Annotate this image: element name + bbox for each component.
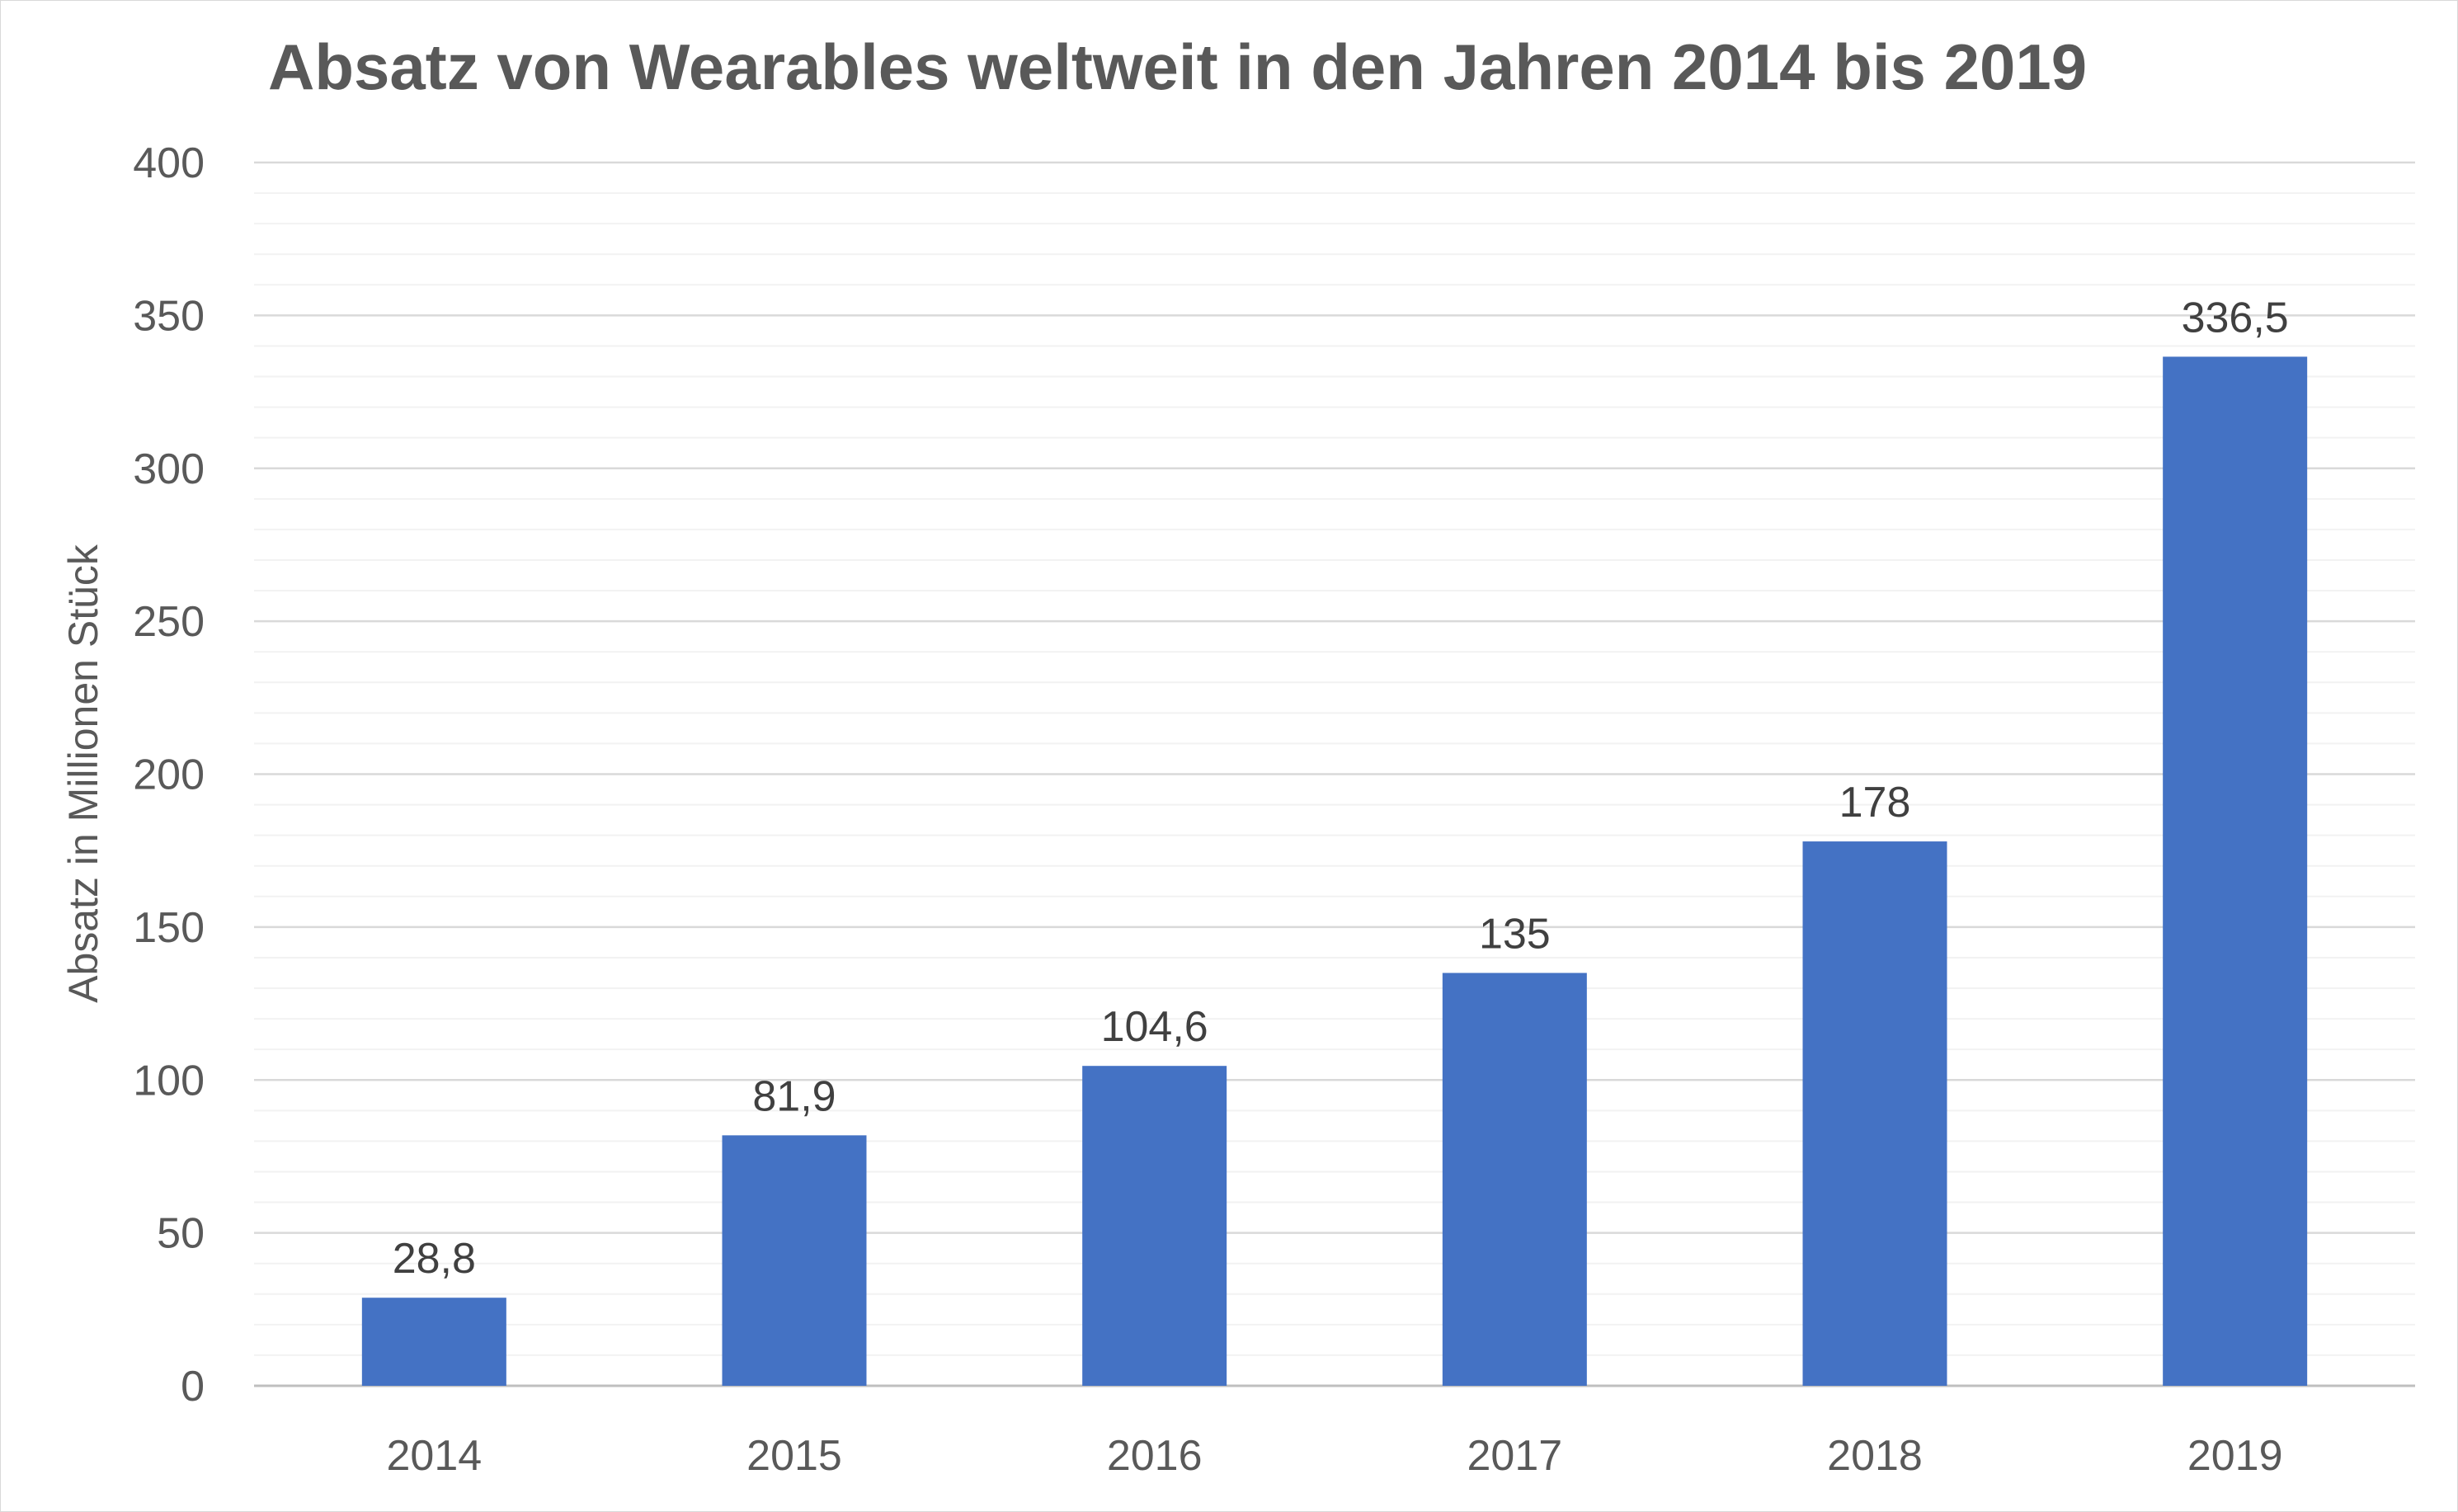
bar-2014 xyxy=(361,1298,506,1386)
data-label: 81,9 xyxy=(752,1072,836,1120)
y-tick-label: 50 xyxy=(157,1210,205,1258)
x-tick-label: 2018 xyxy=(1827,1432,1923,1480)
y-tick-label: 150 xyxy=(133,904,205,952)
x-tick-label: 2016 xyxy=(1107,1432,1203,1480)
data-label: 104,6 xyxy=(1101,1003,1208,1051)
minor-gridlines xyxy=(254,192,2415,1356)
chart-title: Absatz von Wearables weltweit in den Jah… xyxy=(268,31,2088,103)
x-tick-label: 2014 xyxy=(386,1432,482,1480)
y-tick-label: 0 xyxy=(181,1363,205,1411)
bar-2017 xyxy=(1442,973,1587,1386)
bar-2018 xyxy=(1802,841,1947,1386)
y-axis-ticks: 0 50 100 150 200 250 300 350 400 xyxy=(133,139,205,1411)
data-label: 178 xyxy=(1839,779,1911,827)
y-tick-label: 400 xyxy=(133,139,205,187)
y-tick-label: 100 xyxy=(133,1057,205,1105)
data-label: 336,5 xyxy=(2182,294,2289,341)
x-tick-label: 2019 xyxy=(2187,1432,2283,1480)
bar-2015 xyxy=(722,1135,867,1386)
y-axis-title: Absatz in Millionen Stück xyxy=(60,544,106,1003)
bar-2019 xyxy=(2163,356,2308,1386)
bar-2016 xyxy=(1082,1066,1227,1386)
y-tick-label: 300 xyxy=(133,445,205,493)
x-axis-ticks: 2014 2015 2016 2017 2018 2019 xyxy=(386,1432,2282,1480)
bar-series xyxy=(361,356,2308,1386)
y-tick-label: 350 xyxy=(133,292,205,340)
data-labels: 28,8 81,9 104,6 135 178 336,5 xyxy=(393,294,2289,1283)
data-label: 28,8 xyxy=(393,1235,476,1283)
x-tick-label: 2015 xyxy=(746,1432,842,1480)
data-label: 135 xyxy=(1479,910,1551,958)
y-tick-label: 250 xyxy=(133,598,205,646)
major-gridlines xyxy=(254,161,2415,1387)
x-tick-label: 2017 xyxy=(1467,1432,1562,1480)
y-tick-label: 200 xyxy=(133,751,205,799)
